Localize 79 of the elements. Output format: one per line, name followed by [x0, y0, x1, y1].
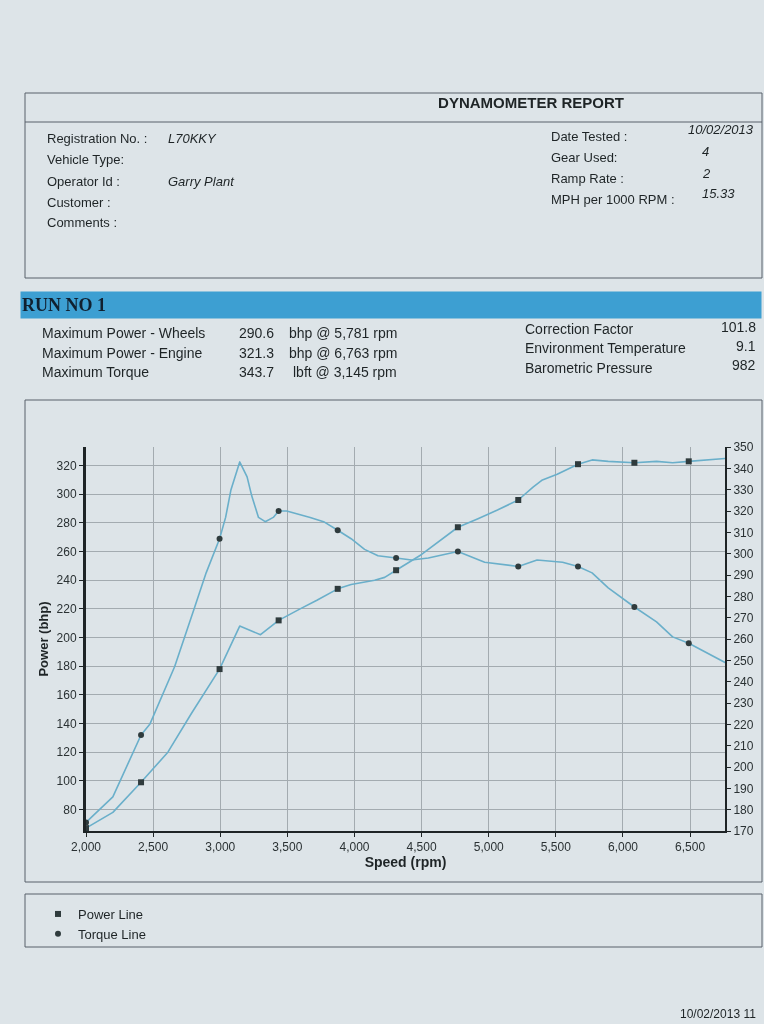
x-tick-label: 3,000: [205, 840, 236, 855]
text: bhp @ 5,781 rpm: [289, 325, 398, 341]
y-tick-label: 80: [63, 802, 77, 817]
text: Operator Id :: [47, 174, 120, 189]
text: 343.7: [239, 364, 275, 380]
y-tick-label: 220: [56, 602, 77, 617]
text: 10/02/2013: [688, 122, 754, 137]
y-tick-label: 180: [56, 659, 77, 674]
y2-tick-label: 310: [733, 525, 754, 540]
x-axis-title: Speed (rpm): [364, 854, 447, 871]
text: 10/02/2013 11: [680, 1007, 757, 1021]
text: Maximum Power - Engine: [42, 345, 203, 361]
y-tick-label: 320: [56, 458, 77, 473]
text: Barometric Pressure: [525, 360, 653, 376]
text: Maximum Torque: [42, 364, 150, 380]
x-tick-label: 6,500: [675, 840, 706, 855]
text: Garry Plant: [168, 174, 236, 189]
y-tick-label: 160: [56, 688, 77, 703]
y-tick-label: 140: [56, 716, 77, 731]
y2-tick-label: 320: [733, 504, 754, 519]
text: L70KKY: [168, 131, 218, 146]
y-tick-label: 280: [56, 516, 77, 531]
text: Comments :: [47, 215, 118, 230]
y2-tick-label: 290: [733, 568, 754, 583]
text: Date Tested :: [551, 129, 628, 144]
legend-label: Power Line: [78, 907, 144, 923]
text: Vehicle Type:: [47, 152, 125, 167]
y-axis-title: Power (bhp): [35, 601, 51, 677]
y2-tick-label: 230: [733, 696, 754, 711]
text: Environment Temperature: [525, 340, 687, 356]
text: MPH per 1000 RPM :: [551, 192, 675, 207]
y2-tick-label: 190: [733, 781, 754, 796]
x-tick-label: 4,000: [339, 840, 370, 855]
y2-tick-label: 170: [733, 824, 754, 839]
x-tick-label: 6,000: [607, 840, 639, 855]
x-tick-label: 2,000: [70, 840, 102, 855]
text: Maximum Power - Wheels: [42, 325, 206, 341]
y2-tick-label: 350: [733, 440, 754, 455]
y2-tick-label: 220: [733, 717, 754, 732]
text: 290.6: [239, 325, 275, 341]
text: Correction Factor: [525, 321, 634, 337]
x-tick-label: 2,500: [138, 840, 169, 855]
y2-tick-label: 210: [733, 738, 754, 753]
y2-tick-label: 200: [733, 760, 754, 775]
chart-subtitle: RUN NO 1: [22, 295, 106, 315]
text: Ramp Rate :: [551, 171, 624, 186]
y-tick-label: 200: [56, 630, 77, 645]
legend-label: Torque Line: [78, 926, 146, 942]
y-tick-label: 120: [56, 745, 77, 760]
y2-tick-label: 340: [733, 461, 754, 476]
y2-tick-label: 260: [733, 632, 754, 647]
y-tick-label: 100: [56, 774, 77, 789]
x-tick-label: 5,000: [473, 840, 505, 855]
y2-tick-label: 300: [733, 546, 754, 561]
y2-tick-label: 280: [733, 589, 754, 604]
y-tick-label: 260: [56, 544, 77, 559]
text: bhp @ 6,763 rpm: [289, 345, 398, 361]
text: 982: [732, 357, 756, 373]
x-tick-label: 5,500: [540, 840, 572, 855]
y2-tick-label: 180: [733, 802, 754, 817]
text: Registration No. :: [47, 131, 148, 146]
chart-title: DYNAMOMETER REPORT: [438, 94, 624, 112]
text: 321.3: [239, 345, 275, 361]
text: Customer :: [47, 195, 111, 210]
x-tick-label: 4,500: [406, 840, 437, 855]
text: 4: [702, 144, 710, 159]
y2-tick-label: 330: [733, 482, 754, 497]
text: 101.8: [721, 319, 757, 335]
y-tick-label: 240: [56, 573, 77, 588]
x-tick-label: 3,500: [272, 840, 303, 855]
y2-tick-label: 240: [733, 674, 754, 689]
text: lbft @ 3,145 rpm: [293, 364, 397, 380]
text: 9.1: [736, 338, 756, 354]
text: 15.33: [702, 186, 736, 201]
text: 2: [702, 166, 711, 181]
y2-tick-label: 250: [733, 653, 754, 668]
text: Gear Used:: [551, 150, 618, 165]
y2-tick-label: 270: [733, 610, 754, 625]
y-tick-label: 300: [56, 487, 77, 502]
